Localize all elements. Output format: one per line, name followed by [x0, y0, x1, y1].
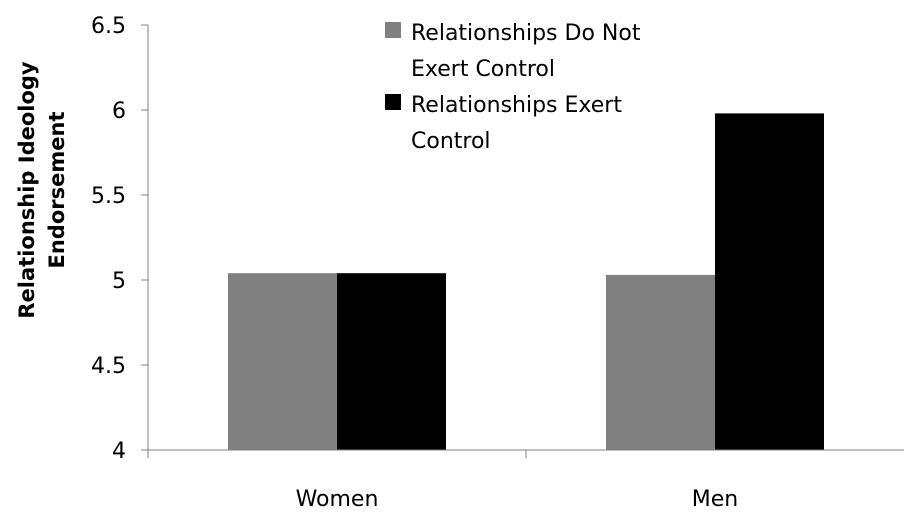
bar-men-series-2 — [715, 113, 824, 451]
y-tick-label-4: 6 — [112, 99, 126, 124]
legend-swatch-2 — [385, 94, 401, 110]
legend-label-2-line-2: Control — [411, 129, 491, 154]
x-category-labels: Women Men — [296, 487, 739, 512]
legend: Relationships Do Not Exert Control Relatio… — [385, 21, 641, 154]
y-axis-title: Relationship Ideology Endorsement — [15, 61, 69, 319]
y-tick-label-2: 5 — [112, 269, 126, 294]
bars-group — [228, 113, 824, 451]
legend-label-1-line-1: Relationships Do Not — [411, 21, 641, 46]
bar-women-series-2 — [337, 273, 446, 450]
bar-women-series-1 — [228, 273, 337, 450]
legend-label-1-line-2: Exert Control — [411, 57, 555, 82]
axes-group — [141, 24, 904, 458]
bar-men-series-1 — [606, 274, 715, 450]
x-tick-label-women: Women — [296, 487, 379, 508]
y-tick-label-3: 5.5 — [91, 184, 126, 209]
x-tick-label-men: Men — [692, 487, 738, 508]
y-tick-label-5: 6.5 — [91, 14, 126, 39]
legend-swatch-1 — [385, 22, 401, 38]
y-tick-label-0: 4 — [112, 439, 126, 464]
y-axis-title-line-1: Relationship Ideology — [15, 61, 39, 319]
legend-label-2-line-1: Relationships Exert — [411, 93, 622, 118]
y-axis-title-line-2: Endorsement — [45, 112, 69, 269]
y-tick-label-1: 4.5 — [91, 354, 126, 379]
y-tick-labels: 4 4.5 5 5.5 6 6.5 — [91, 14, 126, 464]
